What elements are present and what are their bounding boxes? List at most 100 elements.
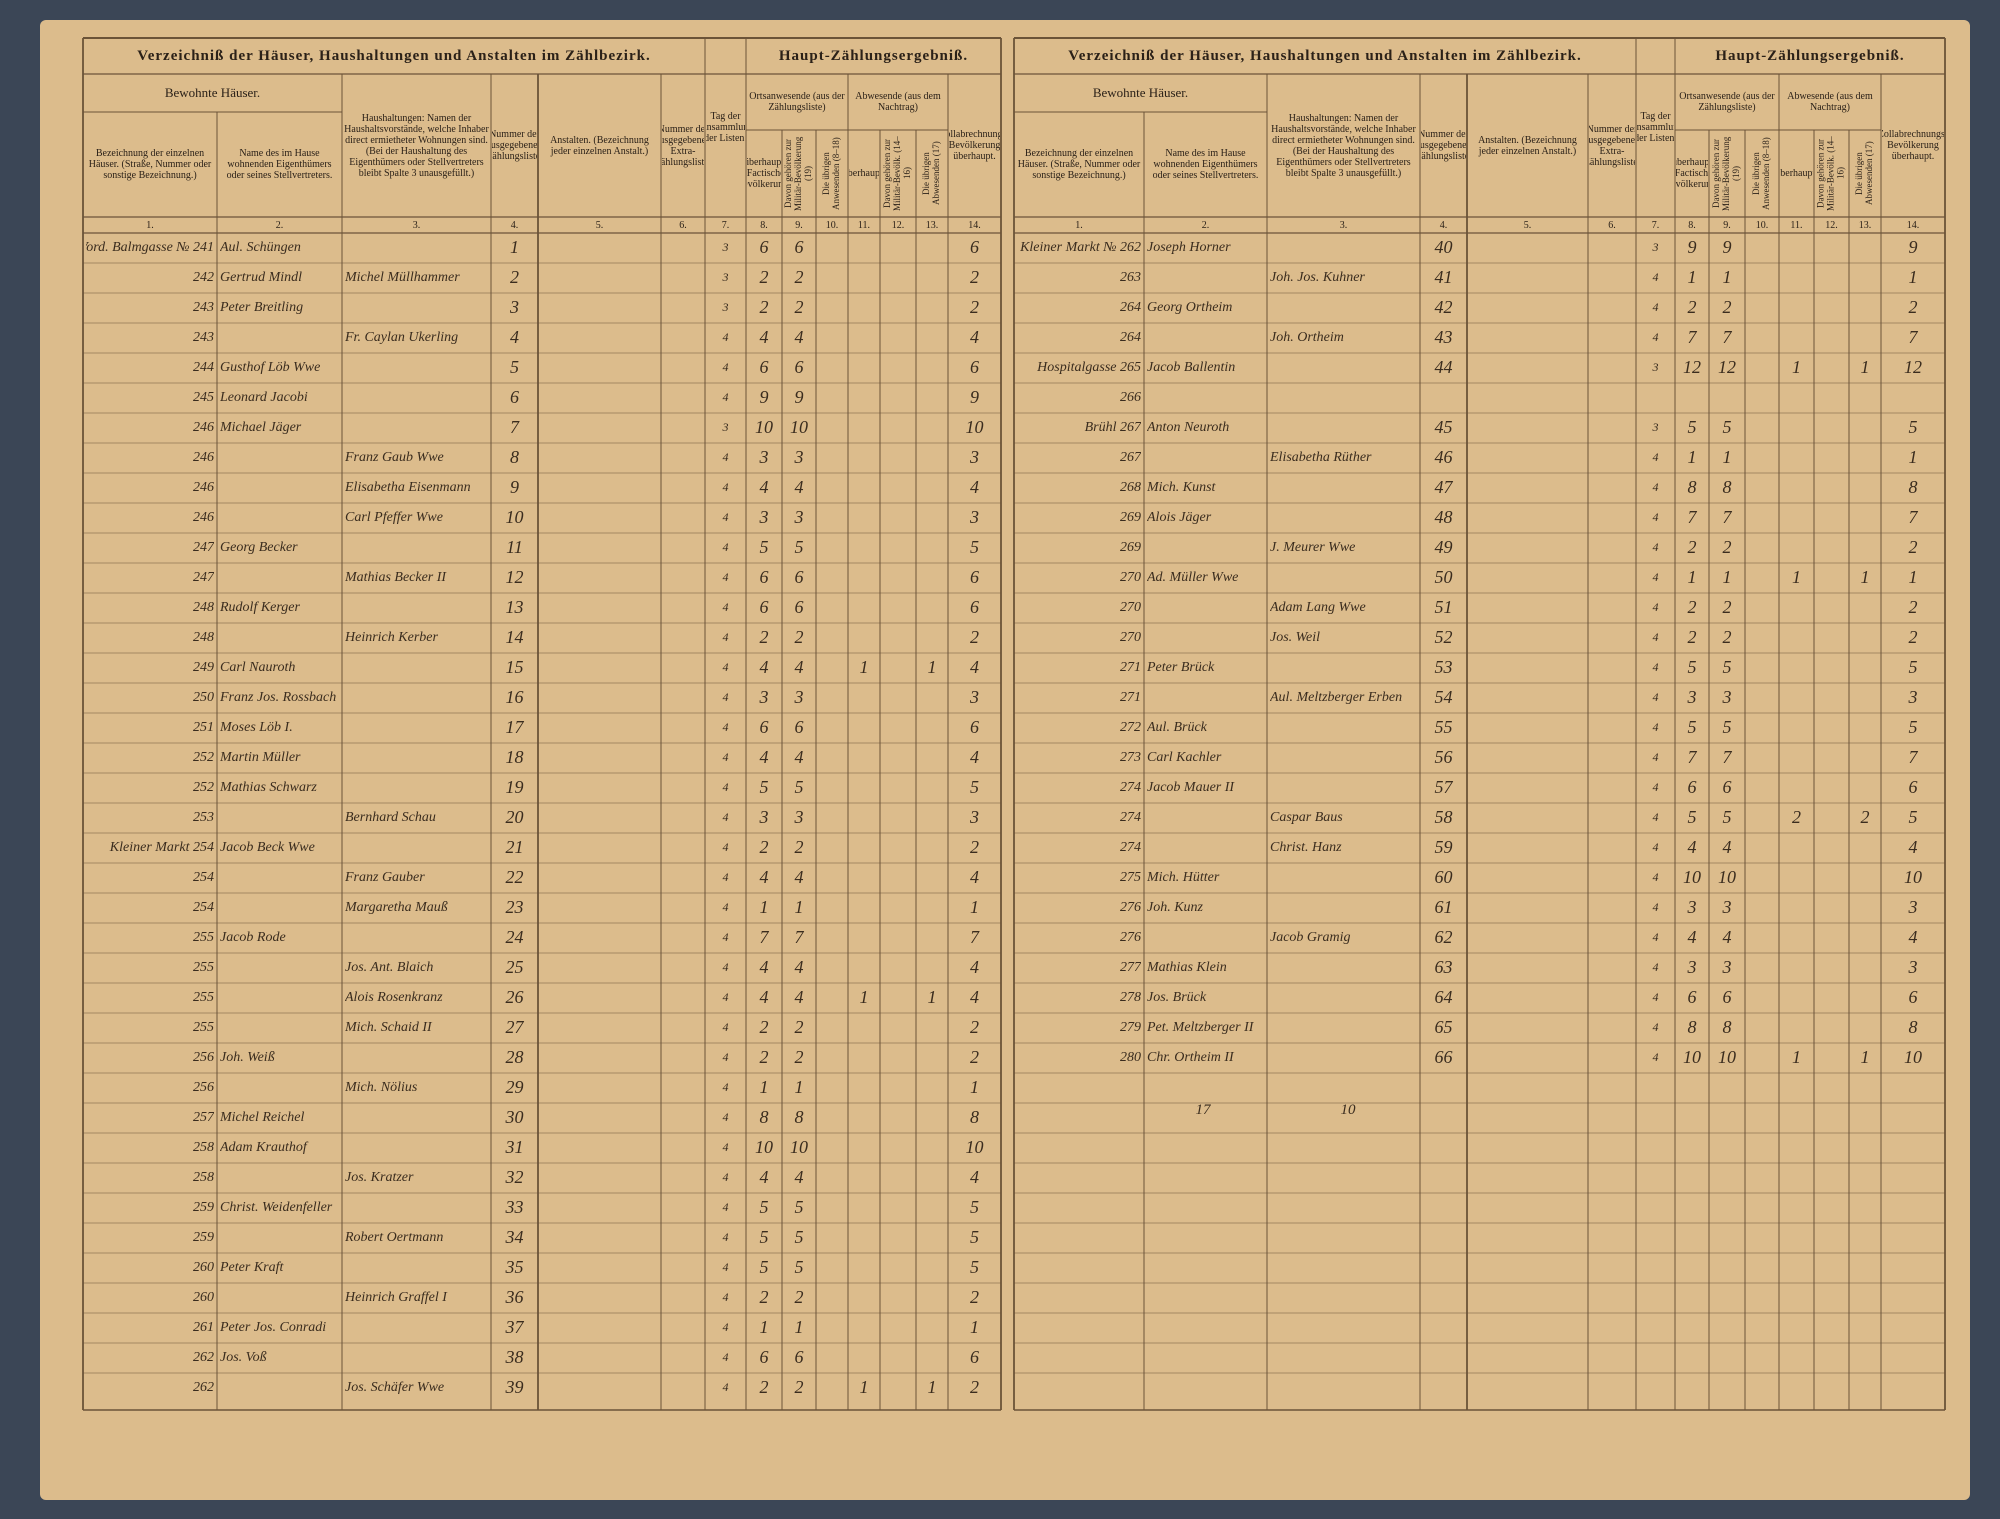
handwritten-entry: 274: [1120, 840, 1141, 856]
handwritten-entry: 4: [722, 780, 729, 795]
handwritten-entry: Rudolf Kerger: [220, 600, 300, 616]
header-text: 3.: [412, 219, 421, 231]
header-text: 12.: [1825, 219, 1838, 231]
handwritten-entry: 271: [1120, 660, 1141, 676]
handwritten-entry: 51: [1434, 597, 1453, 618]
header-text: Name des im Hause wohnenden Eigenthümers…: [226, 148, 333, 181]
handwritten-entry: 5: [970, 537, 979, 558]
handwritten-entry: 5: [759, 1197, 769, 1218]
handwritten-entry: 45: [1434, 417, 1453, 438]
handwritten-entry: 8: [1687, 1017, 1697, 1038]
handwritten-entry: 1: [1687, 447, 1697, 468]
handwritten-entry: 1: [794, 1317, 804, 1338]
header-text: Tag der Einsammlung der Listen.: [706, 111, 745, 144]
handwritten-entry: 4: [759, 747, 769, 768]
handwritten-entry: Fr. Caylan Ukerling: [345, 330, 459, 346]
handwritten-entry: 260: [193, 1260, 214, 1276]
handwritten-entry: 6: [794, 357, 804, 378]
handwritten-entry: 9: [1722, 237, 1732, 258]
handwritten-entry: 4: [970, 327, 979, 348]
handwritten-entry: 4: [794, 327, 804, 348]
handwritten-entry: 5: [1687, 717, 1697, 738]
handwritten-entry: 4: [759, 867, 769, 888]
handwritten-entry: 4: [1652, 780, 1659, 795]
handwritten-entry: 6: [759, 237, 769, 258]
handwritten-entry: 2: [794, 1047, 804, 1068]
handwritten-entry: 278: [1120, 990, 1141, 1006]
handwritten-entry: 4: [970, 747, 979, 768]
handwritten-entry: Peter Breitling: [220, 300, 304, 316]
handwritten-entry: Franz Gauber: [345, 870, 425, 886]
handwritten-entry: 5: [759, 777, 769, 798]
handwritten-entry: 1: [927, 657, 937, 678]
handwritten-entry: 4: [722, 900, 729, 915]
handwritten-entry: Bernhard Schau: [345, 810, 436, 826]
handwritten-entry: 12: [1904, 357, 1922, 378]
handwritten-entry: 18: [505, 747, 524, 768]
handwritten-entry: 55: [1434, 717, 1453, 738]
handwritten-entry: Jacob Rode: [220, 930, 286, 946]
handwritten-entry: 246: [193, 480, 214, 496]
handwritten-entry: 260: [193, 1290, 214, 1306]
handwritten-entry: 10: [1683, 867, 1701, 888]
header-text: überhaupt.: [849, 168, 879, 179]
handwritten-entry: 14: [505, 627, 524, 648]
handwritten-entry: 54: [1434, 687, 1453, 708]
header-text: Bezeichnung der einzelnen Häuser. (Straß…: [88, 148, 212, 181]
header-text: 2.: [1201, 219, 1210, 231]
handwritten-entry: 4: [1652, 300, 1659, 315]
handwritten-entry: 2: [759, 627, 769, 648]
header-text: Davon gehören zur Militär-Bevölkerung (1…: [783, 136, 813, 211]
handwritten-entry: 243: [193, 330, 214, 346]
handwritten-entry: 2: [794, 297, 804, 318]
handwritten-entry: 8: [1908, 1017, 1918, 1038]
handwritten-entry: 4: [759, 957, 769, 978]
handwritten-entry: 4: [1652, 270, 1659, 285]
handwritten-entry: 6: [794, 717, 804, 738]
handwritten-entry: 4: [510, 327, 519, 348]
handwritten-entry: 252: [193, 750, 214, 766]
handwritten-entry: 2: [794, 267, 804, 288]
handwritten-entry: 9: [970, 387, 979, 408]
handwritten-entry: Peter Brück: [1147, 660, 1215, 676]
handwritten-entry: Mathias Schwarz: [220, 780, 317, 796]
handwritten-entry: 5: [1687, 807, 1697, 828]
handwritten-entry: 4: [722, 660, 729, 675]
header-text: 6.: [1608, 219, 1616, 231]
handwritten-entry: 6: [794, 237, 804, 258]
handwritten-entry: 4: [722, 1200, 729, 1215]
handwritten-entry: 1: [859, 657, 869, 678]
handwritten-entry: 7: [1687, 507, 1697, 528]
header-text: Davon gehören zur Militär-Bevölkerung (1…: [1711, 136, 1741, 211]
handwritten-entry: Brühl 267: [1084, 420, 1141, 436]
header-text: Haushaltungen: Namen der Haushaltsvorstä…: [1271, 112, 1416, 179]
handwritten-entry: 8: [970, 1107, 979, 1128]
header-text: Tag der Einsammlung der Listen.: [1637, 111, 1674, 144]
handwritten-entry: Joh. Jos. Kuhner: [1270, 270, 1365, 286]
handwritten-entry: 4: [759, 1167, 769, 1188]
handwritten-entry: 259: [193, 1200, 214, 1216]
handwritten-entry: 33: [505, 1197, 524, 1218]
handwritten-entry: 27: [505, 1017, 524, 1038]
handwritten-entry: 61: [1434, 897, 1453, 918]
handwritten-entry: 253: [193, 810, 214, 826]
handwritten-entry: 4: [1908, 837, 1918, 858]
handwritten-entry: 4: [794, 867, 804, 888]
handwritten-entry: 256: [193, 1080, 214, 1096]
handwritten-entry: Jos. Weil: [1270, 630, 1321, 646]
handwritten-entry: 5: [794, 777, 804, 798]
header-text: Haushaltungen: Namen der Haushaltsvorstä…: [344, 112, 489, 179]
handwritten-entry: 258: [193, 1170, 214, 1186]
handwritten-entry: 246: [193, 420, 214, 436]
handwritten-entry: 6: [1908, 987, 1918, 1008]
handwritten-entry: 4: [722, 720, 729, 735]
handwritten-entry: 4: [722, 630, 729, 645]
header-text: Nummer der ausgegebenen Zählungsliste.: [492, 129, 537, 162]
handwritten-entry: 4: [722, 510, 729, 525]
handwritten-entry: 59: [1434, 837, 1453, 858]
handwritten-entry: 66: [1434, 1047, 1453, 1068]
handwritten-entry: 4: [722, 930, 729, 945]
handwritten-entry: 4: [1652, 630, 1659, 645]
handwritten-entry: 1: [759, 1077, 769, 1098]
handwritten-entry: 2: [970, 1377, 979, 1398]
